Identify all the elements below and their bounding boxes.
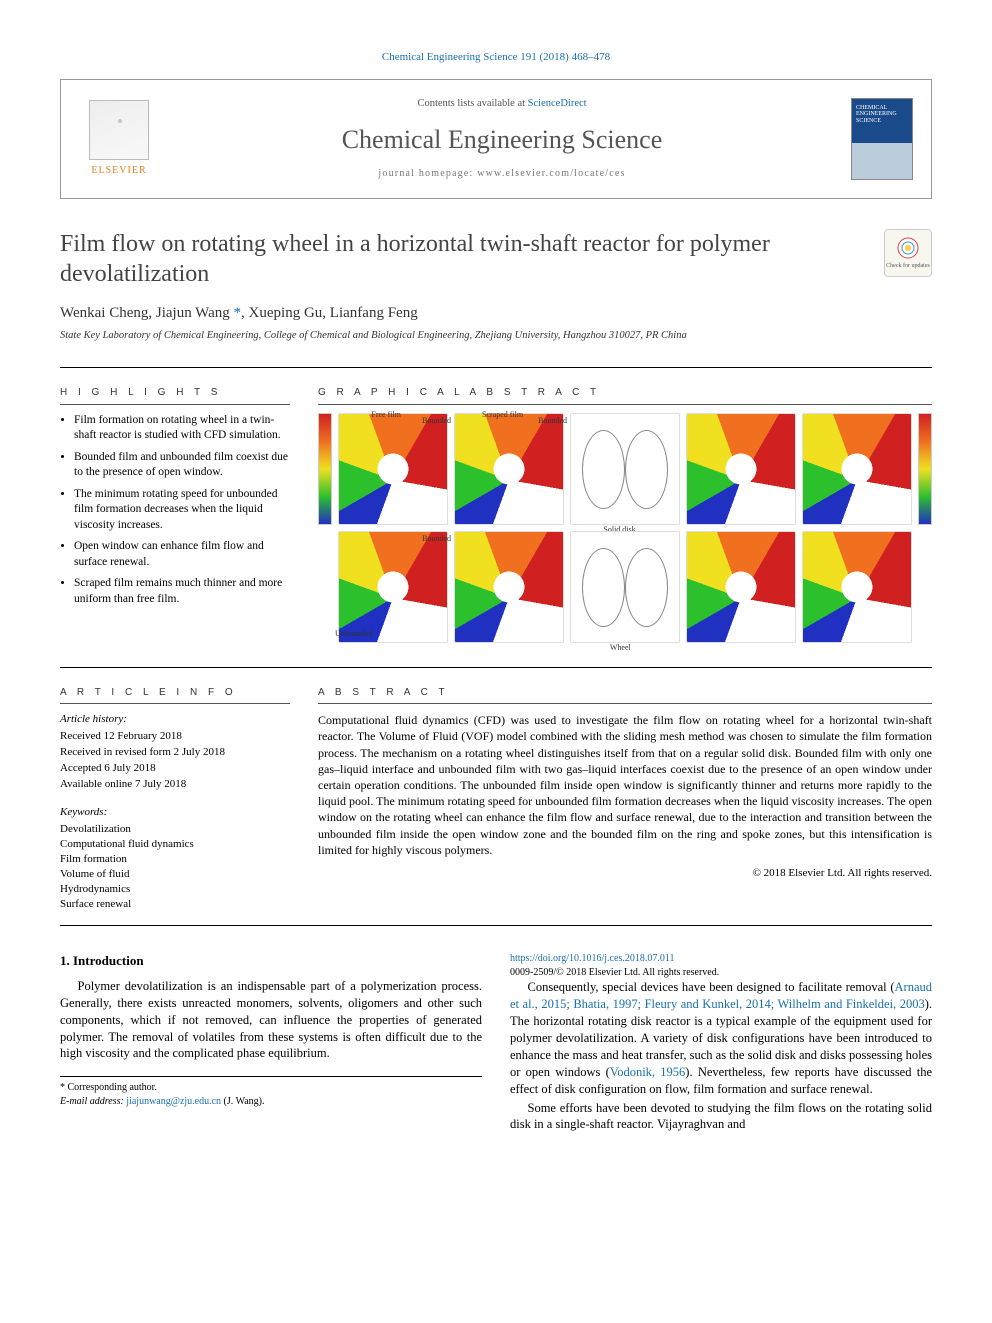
intro-para-2: Consequently, special devices have been … bbox=[510, 979, 932, 1097]
ga-panel: Bounded Unbounded bbox=[338, 531, 448, 643]
divider bbox=[60, 703, 290, 704]
ga-panel bbox=[802, 413, 912, 525]
ga-label: Free film bbox=[371, 410, 401, 421]
highlights-heading: H I G H L I G H T S bbox=[60, 386, 290, 400]
graphical-abstract-figure: Free film Bounded Scraped film Bounded S… bbox=[318, 413, 932, 643]
doi-link[interactable]: https://doi.org/10.1016/j.ces.2018.07.01… bbox=[510, 953, 674, 964]
journal-cover-thumbnail: CHEMICAL ENGINEERING SCIENCE bbox=[851, 98, 913, 180]
history-line: Available online 7 July 2018 bbox=[60, 777, 290, 792]
article-info-heading: A R T I C L E I N F O bbox=[60, 686, 290, 700]
email-link[interactable]: jiajunwang@zju.edu.cn bbox=[126, 1096, 221, 1107]
sciencedirect-link[interactable]: ScienceDirect bbox=[528, 98, 587, 109]
ga-label: Wheel bbox=[610, 643, 631, 654]
keyword: Volume of fluid bbox=[60, 867, 290, 882]
homepage-prefix: journal homepage: bbox=[378, 168, 477, 179]
journal-cover-text: CHEMICAL ENGINEERING SCIENCE bbox=[856, 105, 908, 125]
check-badge-label: Check for updates bbox=[886, 262, 930, 270]
history-title: Article history: bbox=[60, 712, 290, 727]
history-line: Received in revised form 2 July 2018 bbox=[60, 745, 290, 760]
keyword: Devolatilization bbox=[60, 822, 290, 837]
homepage-line: journal homepage: www.elsevier.com/locat… bbox=[169, 167, 835, 181]
publisher-label: ELSEVIER bbox=[91, 164, 146, 178]
elsevier-tree-icon bbox=[89, 100, 149, 160]
contents-line: Contents lists available at ScienceDirec… bbox=[169, 97, 835, 111]
divider bbox=[60, 404, 290, 405]
elsevier-logo: ELSEVIER bbox=[79, 94, 159, 184]
email-label: E-mail address: bbox=[60, 1096, 126, 1107]
highlight-item: Film formation on rotating wheel in a tw… bbox=[74, 413, 290, 444]
ga-label: Bounded bbox=[538, 416, 567, 427]
article-history: Article history: Received 12 February 20… bbox=[60, 712, 290, 791]
highlight-item: Scraped film remains much thinner and mo… bbox=[74, 576, 290, 607]
section-heading-intro: 1. Introduction bbox=[60, 952, 482, 970]
doi-block: https://doi.org/10.1016/j.ces.2018.07.01… bbox=[510, 952, 932, 979]
ga-schematic-panel: Solid disk bbox=[570, 413, 680, 525]
ga-panel bbox=[686, 531, 796, 643]
corresponding-marker: * bbox=[234, 305, 242, 321]
author-0: Wenkai Cheng bbox=[60, 305, 148, 321]
keyword: Film formation bbox=[60, 852, 290, 867]
homepage-url[interactable]: www.elsevier.com/locate/ces bbox=[477, 168, 625, 179]
page: Chemical Engineering Science 191 (2018) … bbox=[0, 0, 992, 1173]
check-updates-icon bbox=[896, 236, 920, 260]
body-columns: 1. Introduction Polymer devolatilization… bbox=[60, 952, 932, 1133]
divider bbox=[60, 367, 932, 368]
colorbar-right bbox=[918, 413, 932, 525]
ga-schematic-panel: Wheel bbox=[570, 531, 680, 643]
ga-panel bbox=[802, 531, 912, 643]
abstract-text: Computational fluid dynamics (CFD) was u… bbox=[318, 712, 932, 858]
divider bbox=[318, 404, 932, 405]
p2-a: Consequently, special devices have been … bbox=[528, 980, 895, 994]
copyright-line: © 2018 Elsevier Ltd. All rights reserved… bbox=[318, 866, 932, 881]
intro-para-1: Polymer devolatilization is an indispens… bbox=[60, 978, 482, 1062]
author-1: Jiajun Wang bbox=[156, 305, 230, 321]
ga-label: Bounded bbox=[422, 534, 451, 545]
ga-panel bbox=[686, 413, 796, 525]
highlights-list: Film formation on rotating wheel in a tw… bbox=[60, 413, 290, 608]
footnote-block: * Corresponding author. E-mail address: … bbox=[60, 1076, 482, 1108]
ga-label: Scraped film bbox=[482, 410, 523, 421]
publisher-block: ELSEVIER bbox=[79, 94, 169, 184]
citation-link[interactable]: Vodonik, 1956 bbox=[610, 1065, 686, 1079]
check-updates-badge[interactable]: Check for updates bbox=[884, 229, 932, 277]
highlight-item: Open window can enhance film flow and su… bbox=[74, 539, 290, 570]
ga-label: Bounded bbox=[422, 416, 451, 427]
keyword: Computational fluid dynamics bbox=[60, 837, 290, 852]
contents-prefix: Contents lists available at bbox=[417, 98, 527, 109]
ga-panel: Free film Bounded bbox=[338, 413, 448, 525]
affiliation: State Key Laboratory of Chemical Enginee… bbox=[60, 329, 932, 343]
highlight-item: Bounded film and unbounded film coexist … bbox=[74, 450, 290, 481]
ga-panel bbox=[454, 531, 564, 643]
journal-header: ELSEVIER Contents lists available at Sci… bbox=[60, 79, 932, 199]
author-2: Xueping Gu bbox=[249, 305, 323, 321]
citation-line: Chemical Engineering Science 191 (2018) … bbox=[60, 50, 932, 65]
authors-line: Wenkai Cheng, Jiajun Wang *, Xueping Gu,… bbox=[60, 303, 932, 323]
highlight-item: The minimum rotating speed for unbounded… bbox=[74, 487, 290, 534]
graphical-abstract-heading: G R A P H I C A L A B S T R A C T bbox=[318, 386, 932, 400]
colorbar-left bbox=[318, 413, 332, 525]
header-right: CHEMICAL ENGINEERING SCIENCE bbox=[835, 98, 913, 180]
abstract-heading: A B S T R A C T bbox=[318, 686, 932, 700]
ga-panel: Scraped film Bounded bbox=[454, 413, 564, 525]
article-title: Film flow on rotating wheel in a horizon… bbox=[60, 229, 872, 289]
divider bbox=[60, 667, 932, 668]
ga-label: Unbounded bbox=[335, 629, 372, 640]
corresponding-note: * Corresponding author. bbox=[60, 1081, 482, 1095]
header-center: Contents lists available at ScienceDirec… bbox=[169, 97, 835, 180]
keywords-title: Keywords: bbox=[60, 805, 290, 820]
keyword: Hydrodynamics bbox=[60, 882, 290, 897]
issn-line: 0009-2509/© 2018 Elsevier Ltd. All right… bbox=[510, 967, 719, 978]
author-3: Lianfang Feng bbox=[330, 305, 418, 321]
intro-para-3: Some efforts have been devoted to studyi… bbox=[510, 1100, 932, 1134]
history-line: Received 12 February 2018 bbox=[60, 729, 290, 744]
history-line: Accepted 6 July 2018 bbox=[60, 761, 290, 776]
journal-title: Chemical Engineering Science bbox=[169, 122, 835, 157]
keyword: Surface renewal bbox=[60, 897, 290, 912]
email-who: (J. Wang). bbox=[224, 1096, 265, 1107]
keywords-block: Keywords: Devolatilization Computational… bbox=[60, 805, 290, 911]
divider bbox=[60, 925, 932, 926]
divider bbox=[318, 703, 932, 704]
